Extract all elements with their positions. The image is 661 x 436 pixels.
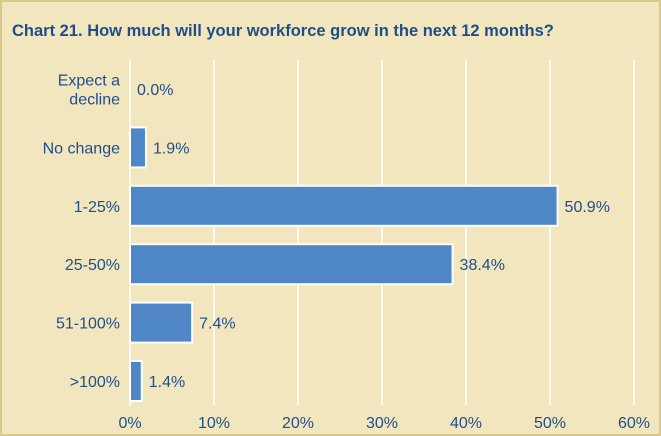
gridlines (129, 60, 635, 406)
x-tick-label: 60% (618, 415, 650, 432)
category-label: 51-100% (56, 316, 120, 333)
data-label: 38.4% (460, 257, 505, 274)
x-tick-label: 0% (118, 415, 141, 432)
bar (129, 243, 454, 286)
bar (129, 301, 194, 344)
x-axis-ticks: 0% 10% 20% 30% 40% 50% 60% (118, 415, 650, 432)
category-label: 1-25% (74, 199, 120, 216)
category-label: >100% (70, 374, 120, 391)
bar (129, 184, 559, 227)
category-label: Expect a decline (58, 73, 120, 109)
bar (129, 126, 147, 169)
chart-title: Chart 21. How much will your workforce g… (12, 22, 554, 40)
bar (129, 360, 143, 402)
data-labels: 0.0% 1.9% 50.9% 38.4% 7.4% 1.4% (137, 82, 610, 391)
x-tick-label: 20% (282, 415, 314, 432)
category-labels: Expect a decline No change 1-25% 25-50% 51-10… (43, 73, 120, 392)
data-label: 1.9% (153, 140, 189, 157)
x-tick-label: 40% (450, 415, 482, 432)
category-label: 25-50% (65, 257, 120, 274)
data-label: 50.9% (565, 199, 610, 216)
bars (129, 126, 559, 402)
x-tick-label: 50% (534, 415, 566, 432)
data-label: 7.4% (199, 316, 235, 333)
x-tick-label: 10% (198, 415, 230, 432)
x-tick-label: 30% (366, 415, 398, 432)
data-label: 0.0% (137, 82, 173, 99)
data-label: 1.4% (149, 374, 185, 391)
category-label: No change (43, 140, 120, 157)
